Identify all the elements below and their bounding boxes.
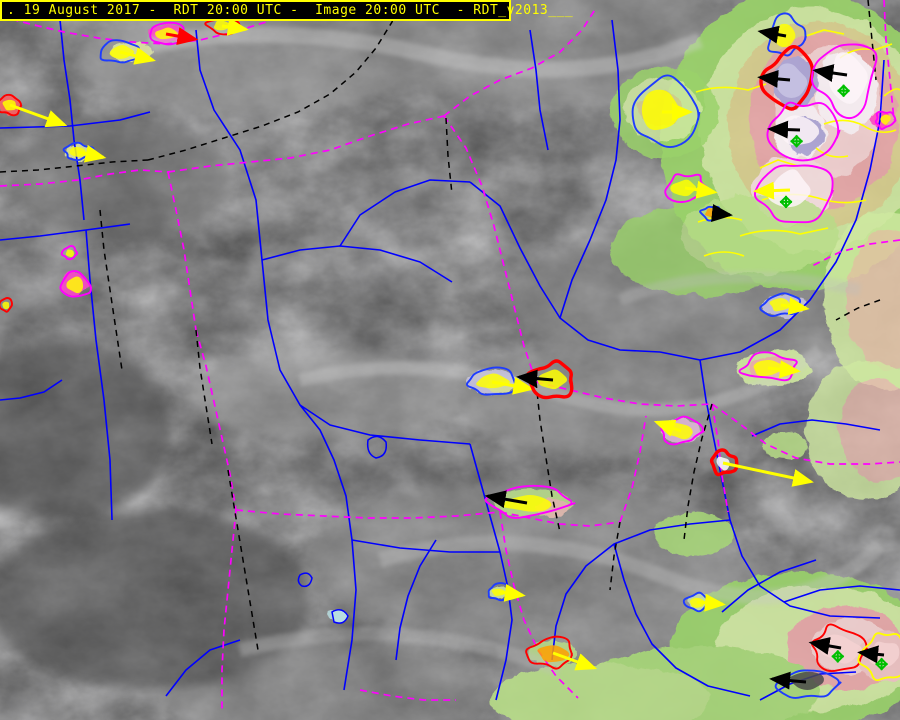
cell-core xyxy=(767,169,813,208)
rdt-cell[interactable] xyxy=(653,415,705,446)
cell-motion-arrow xyxy=(722,461,814,487)
rdt-cell[interactable] xyxy=(149,21,199,46)
cell-outline xyxy=(738,351,798,382)
cell-motion-arrow xyxy=(684,180,718,199)
cell-outline xyxy=(664,173,710,203)
cell-outline xyxy=(525,635,573,670)
cell-outline xyxy=(99,39,141,64)
cell-outline xyxy=(874,110,897,130)
rdt-cell[interactable] xyxy=(516,359,574,400)
cell-outline xyxy=(709,448,739,477)
overshooting-top-marker xyxy=(875,657,889,671)
rdt-cell[interactable] xyxy=(465,366,535,396)
rdt-cell[interactable] xyxy=(60,245,79,261)
cell-motion-arrow xyxy=(516,369,554,388)
cell-core xyxy=(66,276,84,294)
cell-motion-arrow xyxy=(767,120,801,139)
overshooting-top-marker xyxy=(837,84,851,98)
rdt-cell[interactable] xyxy=(757,45,815,111)
rdt-cell[interactable] xyxy=(59,270,93,298)
cell-motion-arrow xyxy=(696,593,726,612)
cell-motion-arrow xyxy=(757,25,787,44)
cell-outline xyxy=(59,270,93,298)
overshooting-top-marker xyxy=(779,195,793,209)
cold-top-color-field-south xyxy=(490,572,900,720)
rdt-cell[interactable] xyxy=(682,591,726,613)
rdt-cell[interactable] xyxy=(766,101,841,162)
rdt-cell[interactable] xyxy=(484,484,576,519)
cell-motion-arrow xyxy=(767,360,801,379)
cell-core xyxy=(2,301,10,310)
cell-motion-arrow xyxy=(221,17,249,36)
rdt-cell[interactable] xyxy=(0,297,13,313)
rdt-cell[interactable] xyxy=(810,43,878,120)
rdt-cell[interactable] xyxy=(487,582,526,602)
rdt-cell[interactable] xyxy=(699,204,733,222)
overshooting-top-marker xyxy=(790,134,804,148)
rdt-cell[interactable] xyxy=(62,141,107,163)
rdt-cell[interactable] xyxy=(99,39,156,65)
rdt-cell[interactable] xyxy=(857,632,900,682)
title-bar-text: . 19 August 2017 - RDT 20:00 UTC - Image… xyxy=(7,3,574,18)
rdt-cell-layer[interactable] xyxy=(0,12,900,699)
rdt-cell[interactable] xyxy=(738,351,801,382)
rdt-cell[interactable] xyxy=(759,292,810,317)
cell-core xyxy=(491,588,506,597)
cell-core xyxy=(65,249,74,258)
cell-core xyxy=(670,179,698,197)
cell-core xyxy=(780,115,821,146)
cell-motion-arrow xyxy=(857,645,885,664)
cell-outline xyxy=(631,74,701,149)
rdt-cell[interactable] xyxy=(874,110,897,130)
cell-motion-arrow xyxy=(165,27,199,45)
rdt-cell[interactable] xyxy=(631,74,701,149)
rdt-cell[interactable] xyxy=(753,164,835,224)
cell-core xyxy=(2,99,17,111)
cell-motion-arrow xyxy=(753,181,791,200)
cell-core xyxy=(775,63,809,98)
cell-motion-arrow xyxy=(119,47,156,65)
rdt-cell[interactable] xyxy=(525,635,598,671)
cell-motion-arrow xyxy=(812,64,848,82)
cell-outline xyxy=(0,297,13,313)
cell-outline xyxy=(60,245,79,261)
title-bar: . 19 August 2017 - RDT 20:00 UTC - Image… xyxy=(0,0,573,21)
cell-core xyxy=(641,89,682,131)
cell-motion-arrow xyxy=(77,144,107,163)
cell-core xyxy=(880,114,891,125)
rdt-cell[interactable] xyxy=(664,173,718,203)
cell-motion-arrow xyxy=(780,297,810,316)
cell-motion-arrow xyxy=(757,69,791,88)
cell-motion-arrow xyxy=(653,419,682,437)
cell-motion-arrow xyxy=(9,103,68,128)
cell-outline xyxy=(465,366,518,396)
rdt-cell[interactable] xyxy=(769,669,842,699)
cell-outline xyxy=(149,21,185,46)
rdt-cell[interactable] xyxy=(0,93,68,128)
rdt-cell[interactable] xyxy=(757,12,807,57)
cell-motion-arrow xyxy=(808,637,842,655)
cell-motion-arrow xyxy=(552,651,598,671)
overshooting-top-marker xyxy=(831,649,845,663)
cell-motion-arrow xyxy=(491,376,535,395)
cell-core xyxy=(820,634,865,664)
rdt-cell[interactable] xyxy=(808,623,869,672)
water-body-polygons xyxy=(297,435,388,624)
cell-core xyxy=(769,298,790,312)
cell-motion-arrow xyxy=(498,583,526,602)
cell-outline xyxy=(0,93,23,117)
cell-core xyxy=(789,671,825,691)
cell-motion-arrow xyxy=(711,204,733,222)
rdt-cell[interactable] xyxy=(709,448,814,487)
cell-core xyxy=(501,495,553,512)
cell-motion-arrow xyxy=(484,490,528,509)
cell-core xyxy=(537,369,569,390)
cell-motion-arrow xyxy=(769,671,807,690)
